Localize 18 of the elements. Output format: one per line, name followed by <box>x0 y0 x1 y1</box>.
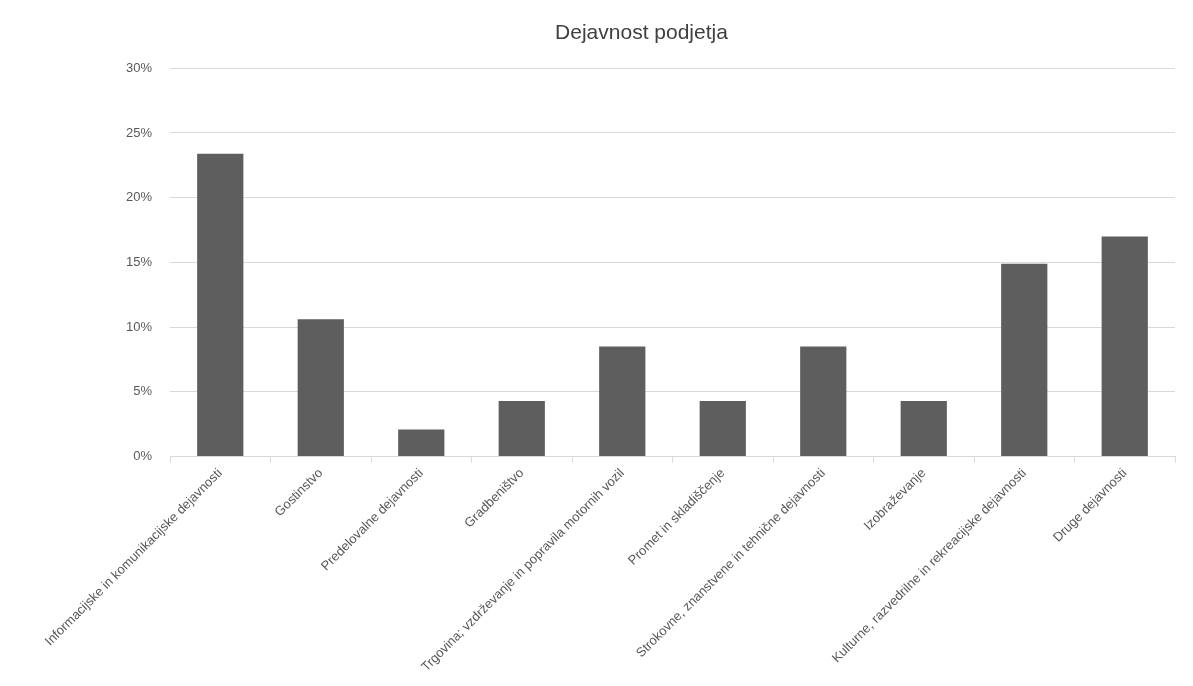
bar <box>599 346 646 457</box>
bar <box>1001 263 1048 457</box>
y-tick-label: 15% <box>125 253 153 269</box>
bar <box>297 319 344 457</box>
bar <box>398 429 445 457</box>
y-tick-label: 25% <box>125 124 153 140</box>
y-tick-label: 0% <box>133 448 153 464</box>
bar <box>800 346 847 457</box>
bar <box>699 400 746 457</box>
bar <box>1101 236 1148 457</box>
y-tick-label: 10% <box>125 318 153 334</box>
y-tick-label: 5% <box>133 383 153 399</box>
chart-title: Dejavnost podjetja <box>555 20 729 44</box>
bar <box>498 400 545 457</box>
bar <box>197 153 244 457</box>
y-tick-label: 30% <box>125 59 153 75</box>
y-tick-label: 20% <box>125 189 153 205</box>
bar <box>900 400 947 457</box>
